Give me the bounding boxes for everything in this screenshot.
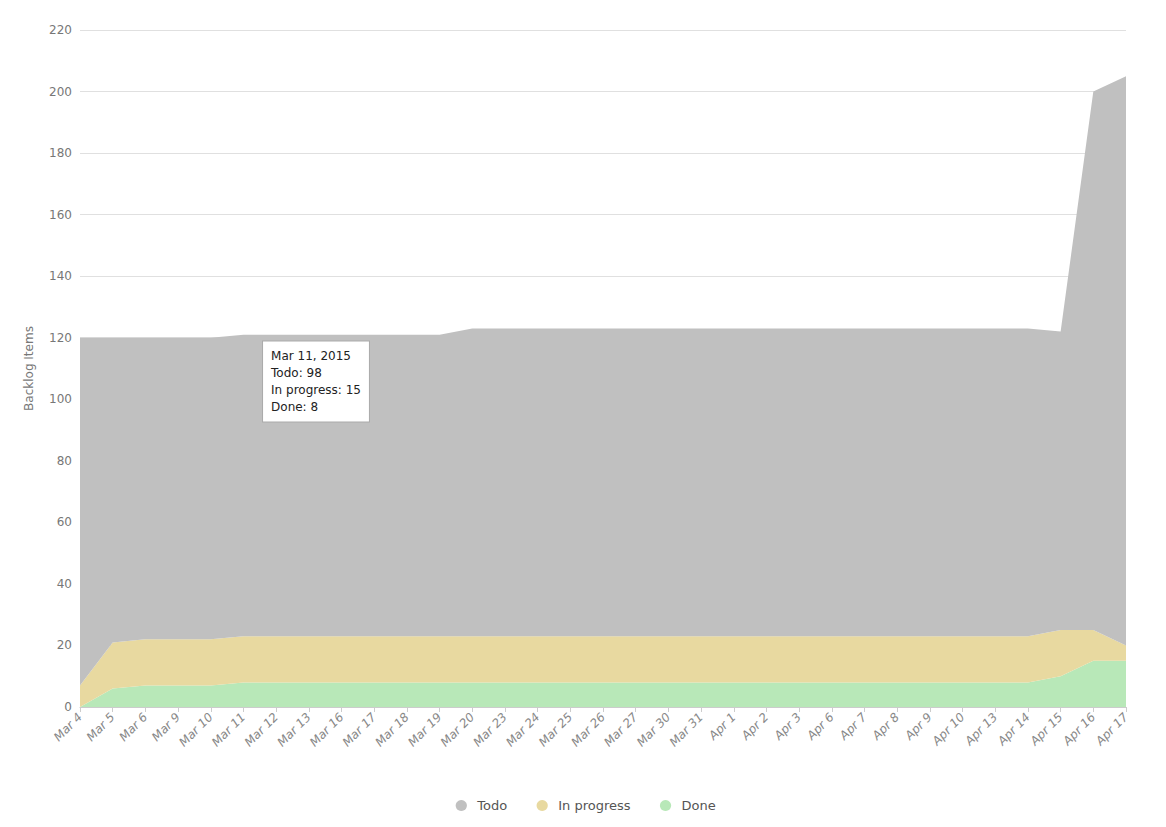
svg-text:Mar 31: Mar 31	[667, 710, 706, 749]
svg-text:Mar 23: Mar 23	[471, 710, 510, 749]
svg-text:Mar 16: Mar 16	[307, 710, 347, 750]
svg-text:Mar 17: Mar 17	[340, 710, 380, 750]
svg-text:Apr 14: Apr 14	[994, 710, 1033, 749]
svg-text:Mar 13: Mar 13	[274, 710, 313, 749]
svg-text:Apr 1: Apr 1	[705, 710, 738, 743]
svg-text:Mar 27: Mar 27	[601, 710, 641, 750]
svg-text:Mar 30: Mar 30	[634, 710, 674, 750]
svg-text:Apr 16: Apr 16	[1060, 710, 1099, 749]
svg-text:Apr 15: Apr 15	[1027, 710, 1066, 749]
svg-text:Apr 10: Apr 10	[929, 710, 968, 749]
svg-text:Mar 25: Mar 25	[536, 710, 575, 749]
svg-text:Mar 6: Mar 6	[116, 710, 150, 744]
svg-text:Mar 5: Mar 5	[84, 710, 118, 744]
svg-text:Mar 10: Mar 10	[176, 710, 216, 750]
svg-text:Mar 18: Mar 18	[372, 710, 412, 750]
svg-text:Mar 20: Mar 20	[438, 710, 478, 750]
svg-text:Done: Done	[682, 798, 716, 813]
svg-text:Mar 11: Mar 11	[209, 710, 248, 749]
svg-text:Done: 8: Done: 8	[271, 400, 318, 414]
svg-text:0: 0	[64, 700, 72, 714]
svg-text:180: 180	[49, 146, 72, 160]
svg-text:Backlog Items: Backlog Items	[22, 326, 36, 411]
svg-text:Apr 17: Apr 17	[1092, 710, 1131, 749]
svg-text:120: 120	[49, 331, 72, 345]
svg-text:Apr 8: Apr 8	[869, 710, 903, 744]
svg-text:Mar 11, 2015: Mar 11, 2015	[271, 349, 351, 363]
svg-text:In progress: In progress	[558, 798, 631, 813]
svg-text:Apr 7: Apr 7	[836, 710, 870, 744]
svg-text:Apr 3: Apr 3	[771, 710, 804, 743]
svg-text:Apr 2: Apr 2	[738, 710, 771, 743]
svg-text:Apr 6: Apr 6	[803, 710, 837, 744]
svg-text:80: 80	[57, 454, 72, 468]
svg-text:Mar 12: Mar 12	[242, 710, 281, 749]
svg-text:40: 40	[57, 577, 72, 591]
svg-text:Todo: 98: Todo: 98	[270, 366, 322, 380]
svg-text:Mar 26: Mar 26	[569, 710, 609, 750]
svg-text:In progress: 15: In progress: 15	[271, 383, 361, 397]
svg-text:Apr 13: Apr 13	[961, 710, 1000, 749]
svg-text:Apr 9: Apr 9	[902, 710, 935, 743]
svg-text:20: 20	[57, 638, 72, 652]
svg-text:Mar 9: Mar 9	[149, 710, 183, 744]
svg-text:200: 200	[49, 85, 72, 99]
svg-text:220: 220	[49, 23, 72, 37]
svg-text:Mar 4: Mar 4	[51, 710, 85, 744]
svg-text:100: 100	[49, 392, 72, 406]
svg-text:Mar 24: Mar 24	[503, 710, 542, 749]
svg-text:160: 160	[49, 208, 72, 222]
svg-text:60: 60	[57, 515, 72, 529]
svg-text:140: 140	[49, 269, 72, 283]
svg-text:Mar 19: Mar 19	[405, 710, 444, 749]
svg-text:Todo: Todo	[476, 798, 507, 813]
